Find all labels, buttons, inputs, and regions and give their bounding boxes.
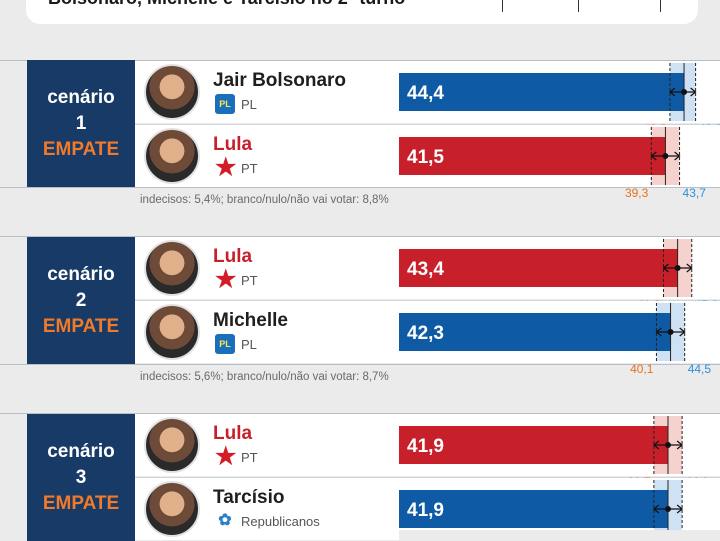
candidate-name: Tarcísio <box>213 487 285 508</box>
bar <box>399 73 685 111</box>
bar-value-label: 44,4 <box>407 83 444 104</box>
row-divider <box>135 124 720 125</box>
axis-tick <box>502 0 503 12</box>
ci-high-label: 43,7 <box>683 186 707 200</box>
scenario-divider <box>0 364 720 365</box>
avatar <box>144 417 200 473</box>
bar-value-label: 41,5 <box>407 147 444 168</box>
scenario-status: EMPATE <box>42 138 120 160</box>
error-arrow-right <box>679 327 686 337</box>
scenario-divider <box>0 236 720 237</box>
party-logo-star-icon: ★ <box>215 443 237 470</box>
value-dot <box>667 329 674 335</box>
candidate-name: Michelle <box>213 310 288 331</box>
scenario-word: cenário <box>47 440 115 462</box>
scenario-divider <box>0 60 720 61</box>
scenario-divider <box>0 187 720 188</box>
bar-chart: 44,442,246,241,539,343,743,441,245,642,3… <box>399 61 720 530</box>
party-name: PL <box>241 337 257 352</box>
error-arrow-left <box>652 504 660 514</box>
scenario-word: cenário <box>47 86 115 108</box>
bar <box>399 249 678 287</box>
error-arrow-right <box>676 504 684 514</box>
ci-high-label: 44,5 <box>688 362 712 376</box>
bar <box>399 490 668 528</box>
candidate-name: Lula <box>213 246 253 267</box>
bar <box>399 137 666 175</box>
scenario-word: cenário <box>47 263 115 285</box>
row-divider <box>135 300 720 301</box>
candidate-row: Lula ★ PT <box>135 125 399 187</box>
bar <box>399 426 668 464</box>
candidate-row: Lula ★ PT <box>135 237 399 299</box>
value-dot <box>664 506 671 512</box>
bar-value-label: 43,4 <box>407 259 444 280</box>
footnote: indecisos: 5,6%; branco/nulo/não vai vot… <box>140 371 389 383</box>
party-logo-star-icon: ★ <box>215 266 237 293</box>
bar-value-label: 41,9 <box>407 500 444 521</box>
ci-low-label: 39,3 <box>625 186 649 200</box>
axis-tick <box>578 0 579 12</box>
party-name: PT <box>241 450 258 465</box>
axis-tick <box>660 0 661 12</box>
avatar <box>144 240 200 296</box>
footnote: indecisos: 5,4%; branco/nulo/não vai vot… <box>140 194 389 206</box>
error-arrow-left <box>662 263 669 273</box>
page-title: Bolsonaro, Michelle e Tarcísio no 2º tur… <box>48 0 405 9</box>
party-logo-pl-icon: PL <box>215 334 235 354</box>
party-name: Republicanos <box>241 514 320 529</box>
candidate-row: Jair Bolsonaro PL PL <box>135 61 399 123</box>
avatar <box>144 64 200 120</box>
scenario-1-box: cenário 1 EMPATE <box>27 60 135 187</box>
ci-low-label: 40,1 <box>630 362 654 376</box>
scenario-status: EMPATE <box>42 492 120 514</box>
error-arrow-left <box>668 87 676 97</box>
bar-value-label: 41,9 <box>407 436 444 457</box>
party-logo-pl-icon: PL <box>215 94 235 114</box>
value-dot <box>681 89 688 95</box>
avatar <box>144 128 200 184</box>
row-divider <box>135 477 720 478</box>
bar-value-label: 42,3 <box>407 323 444 344</box>
candidate-name: Jair Bolsonaro <box>213 70 347 91</box>
candidate-row: Lula ★ PT <box>135 414 399 476</box>
candidate-name: Lula <box>213 423 253 444</box>
candidate-name: Lula <box>213 134 253 155</box>
value-dot <box>662 153 669 159</box>
error-arrow-right <box>690 87 697 97</box>
error-arrow-right <box>686 263 693 273</box>
error-arrow-left <box>655 327 662 337</box>
avatar <box>144 304 200 360</box>
value-dot <box>674 265 681 271</box>
error-arrow-left <box>650 151 657 161</box>
candidate-row: Michelle PL PL <box>135 301 399 363</box>
party-name: PT <box>241 161 258 176</box>
error-arrow-left <box>652 440 660 450</box>
party-name: PL <box>241 97 257 112</box>
scenario-3-box: cenário 3 EMPATE <box>27 414 135 541</box>
scenario-2-box: cenário 2 EMPATE <box>27 237 135 364</box>
scenario-number: 1 <box>75 112 87 134</box>
party-name: PT <box>241 273 258 288</box>
scenario-status: EMPATE <box>42 315 120 337</box>
error-arrow-right <box>674 151 681 161</box>
scenario-number: 3 <box>75 466 87 488</box>
bar <box>399 313 671 351</box>
error-arrow-right <box>676 440 684 450</box>
value-dot <box>664 442 671 448</box>
party-logo-star-icon: ★ <box>215 154 237 181</box>
party-logo-republicanos-icon: ✿ <box>218 512 232 529</box>
avatar <box>144 481 200 537</box>
scenario-divider <box>0 413 720 414</box>
header-card: Bolsonaro, Michelle e Tarcísio no 2º tur… <box>26 0 698 24</box>
scenario-number: 2 <box>75 289 87 311</box>
